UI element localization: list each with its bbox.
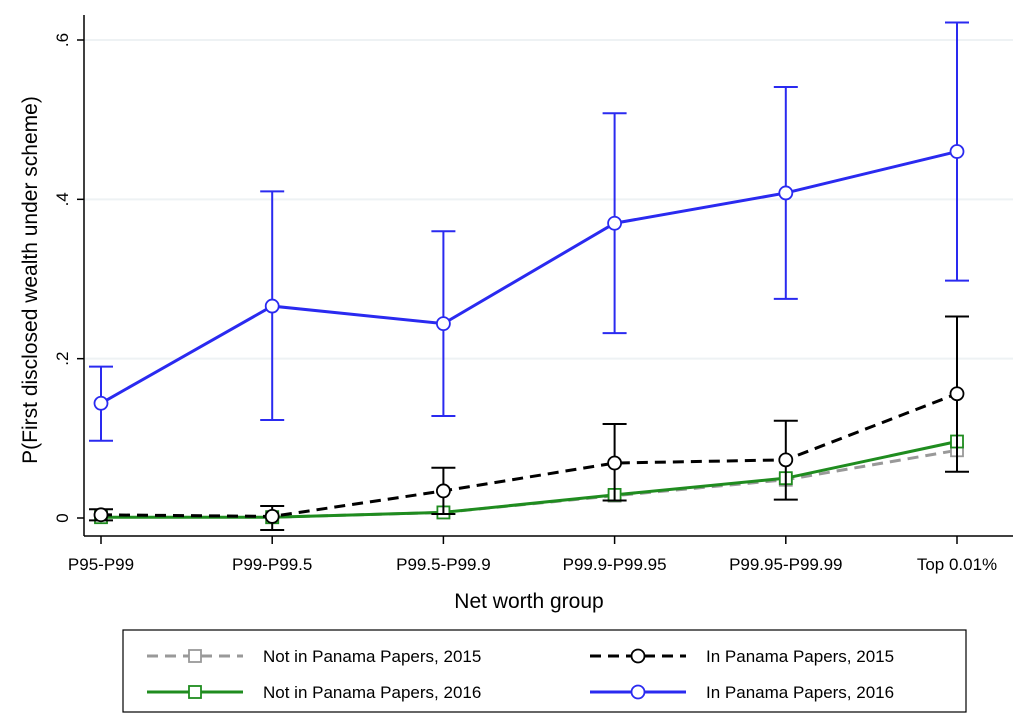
series-line <box>100 150 958 405</box>
legend-label: In Panama Papers, 2015 <box>706 647 894 666</box>
series-2 <box>94 434 964 525</box>
data-point <box>264 509 280 524</box>
series-3 <box>89 21 969 442</box>
series-layer <box>89 21 969 531</box>
data-point <box>778 452 794 468</box>
series-1 <box>89 315 969 531</box>
data-point <box>188 685 202 699</box>
legend: Not in Panama Papers, 2015 In Panama Pape… <box>122 629 967 713</box>
data-point <box>93 395 109 411</box>
x-axis-title: Net worth group <box>454 590 603 613</box>
data-point <box>630 648 646 664</box>
grid-lines <box>85 39 1013 360</box>
y-tick-label: .6 <box>53 33 72 47</box>
legend-item: In Panama Papers, 2016 <box>590 683 894 702</box>
data-point <box>607 455 622 471</box>
data-point <box>435 316 451 332</box>
x-tick-label: P99.95-P99.99 <box>729 555 842 574</box>
y-tick-label: .2 <box>53 352 72 366</box>
series-0 <box>94 443 964 525</box>
data-point <box>630 684 646 700</box>
data-point <box>435 483 451 499</box>
legend-box <box>122 629 967 713</box>
x-tick-label: Top 0.01% <box>917 555 997 574</box>
data-point <box>949 386 965 402</box>
data-point <box>949 144 965 159</box>
series-line <box>101 440 958 519</box>
data-point <box>607 215 622 231</box>
x-tick-label: P99-P99.5 <box>232 555 312 574</box>
legend-label: In Panama Papers, 2016 <box>706 683 894 702</box>
data-point <box>778 185 794 201</box>
legend-label: Not in Panama Papers, 2016 <box>263 683 481 702</box>
legend-item: Not in Panama Papers, 2015 <box>147 647 481 666</box>
x-tick-label: P99.9-P99.95 <box>563 555 667 574</box>
y-axis-title: P(First disclosed wealth under scheme) <box>19 96 42 464</box>
x-tick-label: P95-P99 <box>68 555 134 574</box>
y-tick-label: 0 <box>53 513 72 522</box>
data-point <box>188 649 202 663</box>
series-line <box>100 448 958 519</box>
legend-item: In Panama Papers, 2015 <box>590 647 894 666</box>
legend-item: Not in Panama Papers, 2016 <box>147 683 481 702</box>
x-tick-label: P99.5-P99.9 <box>396 555 491 574</box>
y-axis-ticks: 0 .2 .4 .6 <box>53 33 84 523</box>
data-point <box>93 507 109 523</box>
legend-label: Not in Panama Papers, 2015 <box>263 647 481 666</box>
x-axis-ticks: P95-P99 P99-P99.5 P99.5-P99.9 P99.9-P99.95 P… <box>68 536 997 574</box>
y-tick-label: .4 <box>53 192 72 206</box>
series-line <box>100 392 958 518</box>
data-point <box>264 298 280 314</box>
